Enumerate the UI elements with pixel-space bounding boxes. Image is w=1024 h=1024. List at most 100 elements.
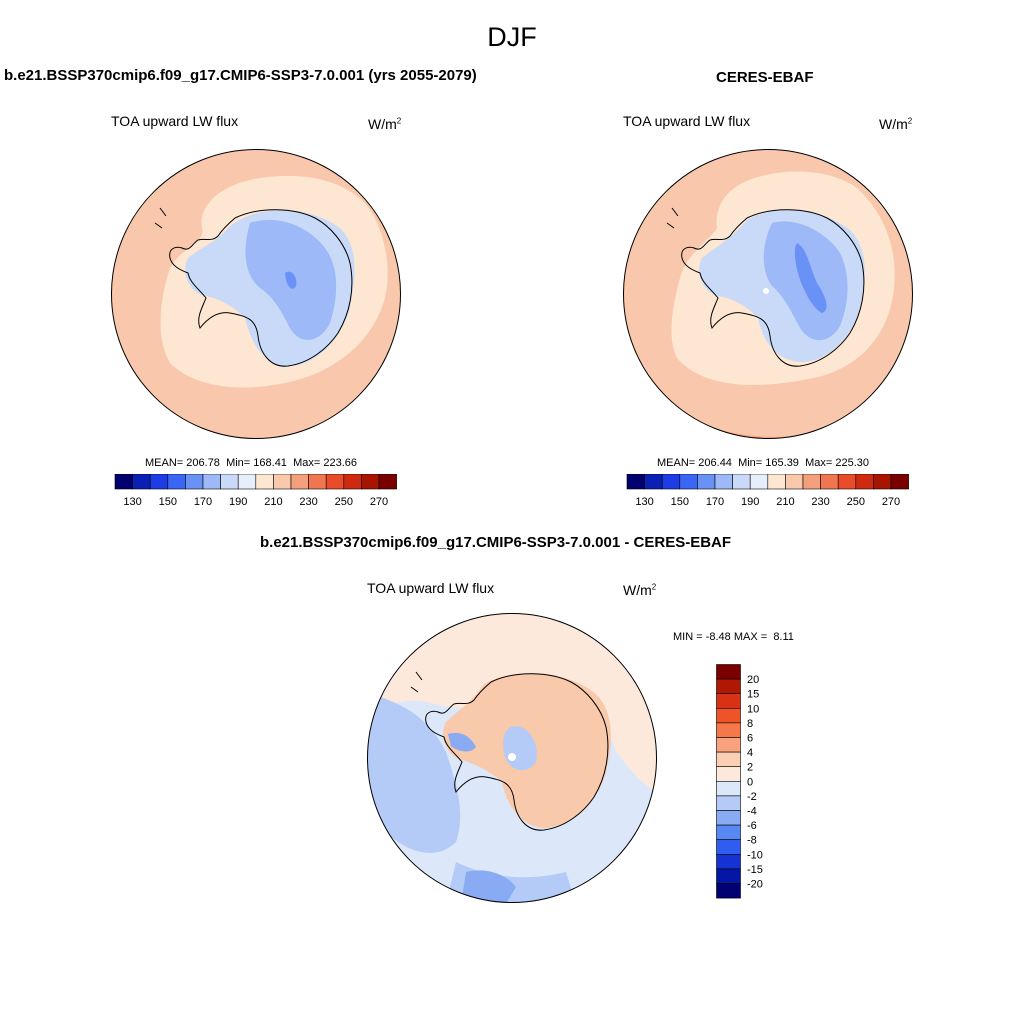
colorbar-swatch (167, 474, 186, 490)
diff-variable-label: TOA upward LW flux (367, 580, 495, 596)
colorbar-swatch (661, 474, 681, 490)
colorbar-swatch (716, 678, 741, 695)
figure-title: DJF (487, 22, 537, 52)
colorbar-swatch (716, 664, 741, 680)
colorbar-swatch (378, 474, 397, 490)
minimum-spot (285, 271, 297, 289)
colorbar-tick-label: 190 (741, 496, 759, 508)
colorbar-tick-label: 250 (847, 496, 865, 508)
colorbar-tick-label: -10 (747, 849, 763, 861)
obs-panel-title: CERES-EBAF (716, 69, 814, 86)
colorbar-tick-label: 8 (747, 718, 753, 730)
colorbar-swatch (290, 474, 309, 490)
antarctic-coastline (681, 209, 865, 367)
colorbar-swatch (716, 781, 741, 797)
obs-variable-label: TOA upward LW flux (623, 113, 751, 129)
antarctic-coastline (425, 673, 609, 831)
colorbar-swatch (697, 474, 716, 490)
colorbar-tick-label: 230 (299, 496, 317, 508)
colorbar-swatch (802, 474, 821, 490)
colorbar-tick-label: 170 (194, 496, 212, 508)
colorbar-swatch (716, 795, 741, 811)
colorbar-tick-label: -8 (747, 835, 757, 847)
model-panel-title: b.e21.BSSP370cmip6.f09_g17.CMIP6-SSP3-7.… (4, 67, 477, 84)
colorbar-swatch (716, 707, 741, 724)
colorbar-swatch (343, 474, 362, 490)
colorbar-swatch (308, 474, 327, 490)
peninsula-coast (666, 207, 679, 229)
colorbar-tick-label: 4 (747, 747, 753, 759)
colorbar-tick-label: 210 (264, 496, 282, 508)
colorbar-swatch (716, 737, 741, 753)
diff-panel-title: b.e21.BSSP370cmip6.f09_g17.CMIP6-SSP3-7.… (260, 534, 732, 551)
colorbar-swatch (185, 474, 204, 490)
colorbar-swatch (714, 474, 733, 490)
positive-field (367, 613, 657, 792)
colorbar-swatch (626, 474, 645, 490)
colorbar-swatch (114, 474, 133, 490)
model-units-label: W/m2 (368, 116, 402, 132)
colorbar-swatch (273, 474, 292, 490)
colorbar-tick-label: 170 (706, 496, 724, 508)
model-stats: MEAN= 206.78 Min= 168.41 Max= 223.66 (145, 457, 357, 469)
colorbar-swatch (785, 474, 804, 490)
peninsula-coast (154, 207, 167, 229)
model-variable-label: TOA upward LW flux (111, 113, 239, 129)
diff-units-label: W/m2 (623, 582, 657, 598)
colorbar-swatch (325, 474, 345, 490)
colorbar-swatch (749, 474, 769, 490)
colorbar-swatch (679, 474, 698, 490)
colorbar-swatch (732, 474, 751, 490)
colorbar-tick-label: -6 (747, 820, 757, 832)
map-boundary (623, 149, 913, 439)
colorbar-swatch (716, 751, 741, 767)
diff-stats: MIN = -8.48 MAX = 8.11 (673, 631, 794, 643)
map-boundary (367, 613, 657, 903)
colorbar-swatch (716, 824, 741, 841)
colorbar-swatch (644, 474, 663, 490)
colorbar-tick-label: 270 (882, 496, 900, 508)
colorbar-swatch (149, 474, 169, 490)
colorbar-swatch (255, 474, 274, 490)
coastal-negative (448, 732, 476, 752)
colorbar-tick-label: 250 (335, 496, 353, 508)
colorbar-tick-label: 150 (671, 496, 689, 508)
colorbar-tick-label: -4 (747, 806, 757, 818)
colorbar-swatch (132, 474, 151, 490)
map-boundary (111, 149, 401, 439)
colorbar-swatch (202, 474, 221, 490)
colorbar-swatch (890, 474, 909, 490)
colorbar-swatch (873, 474, 892, 490)
colorbar-swatch (767, 474, 786, 490)
colorbar-swatch (716, 693, 741, 709)
antarctic-coastline (169, 209, 353, 367)
colorbar-tick-label: 0 (747, 776, 753, 788)
obs-colorbar: 130 150 170 190 210 230 250 270 (626, 474, 909, 508)
colorbar-tick-label: 15 (747, 689, 759, 701)
obs-polar-map (623, 149, 913, 439)
colorbar-tick-label: 150 (159, 496, 177, 508)
colorbar-swatch (716, 883, 741, 899)
colorbar-tick-label: 130 (635, 496, 653, 508)
model-polar-map (111, 149, 401, 439)
colorbar-swatch (820, 474, 839, 490)
diff-polar-map (367, 613, 657, 903)
colorbar-tick-label: 230 (811, 496, 829, 508)
colorbar-swatch (716, 868, 741, 884)
negative-field-west (367, 692, 461, 853)
colorbar-tick-label: -2 (747, 791, 757, 803)
colorbar-swatch (716, 766, 741, 782)
colorbar-tick-label: 270 (370, 496, 388, 508)
colorbar-swatch (716, 839, 741, 855)
colorbar-swatch (837, 474, 857, 490)
colorbar-swatch (855, 474, 874, 490)
colorbar-tick-label: 6 (747, 733, 753, 745)
minimum-ridge (794, 243, 827, 313)
colorbar-tick-label: -15 (747, 864, 763, 876)
model-colorbar: 130 150 170 190 210 230 250 270 (114, 474, 397, 508)
colorbar-tick-label: 2 (747, 762, 753, 774)
colorbar-swatch (716, 810, 741, 826)
obs-units-label: W/m2 (879, 116, 913, 132)
peninsula-coast (410, 671, 423, 693)
